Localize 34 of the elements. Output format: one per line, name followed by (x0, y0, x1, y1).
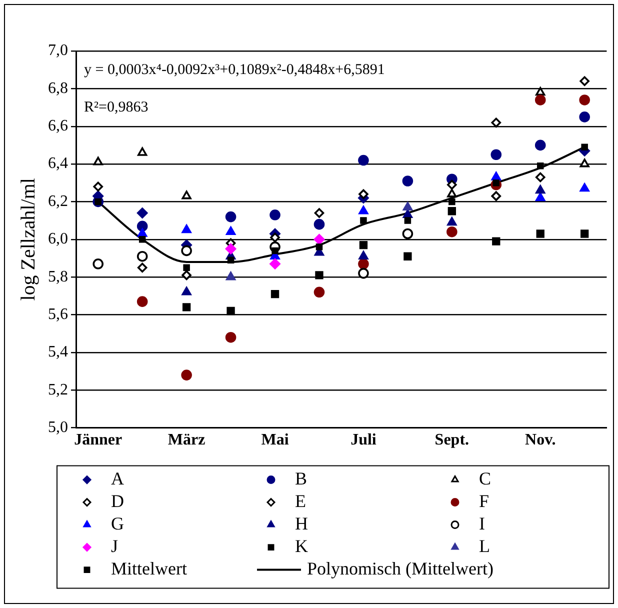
legend-label: D (111, 491, 124, 512)
legend-label: F (479, 491, 490, 512)
legend-label: J (111, 536, 118, 556)
y-tick-label: 5,2 (48, 381, 68, 398)
y-tick-label: 6,4 (48, 155, 68, 172)
x-tick-label: Juli (350, 432, 377, 449)
y-tick-label: 5,0 (48, 419, 68, 436)
y-tick-label: 6,2 (48, 192, 68, 210)
y-axis-title: log Zellzahl/ml (17, 178, 40, 301)
legend-label: I (479, 514, 485, 534)
legend-label: B (295, 468, 308, 489)
x-tick-label: Nov. (525, 432, 556, 449)
legend-label: A (111, 468, 124, 489)
legend-label: Polynomisch (Mittelwert) (307, 558, 494, 579)
annotation: y = 0,0003x⁴-0,0092x³+0,1089x²-0,4848x+6,5891 (84, 62, 385, 78)
x-tick-label: Sept. (434, 432, 470, 449)
legend-label: K (295, 536, 308, 556)
y-tick-label: 7,0 (48, 42, 68, 60)
annotation: R²=0,9863 (84, 99, 148, 116)
legend-label: C (479, 468, 492, 489)
y-tick-label: 6,6 (48, 118, 68, 135)
y-tick-label: 5,6 (48, 306, 68, 323)
legend-label: L (479, 536, 490, 556)
y-tick-label: 6,8 (48, 80, 68, 97)
y-tick-label: 5,4 (48, 344, 68, 361)
y-tick-label: 6,0 (48, 230, 68, 248)
legend-label: Mittelwert (111, 558, 187, 579)
legend-label: E (295, 491, 306, 512)
legend-label: H (295, 514, 308, 534)
x-tick-label: März (168, 432, 206, 449)
x-tick-label: Mai (261, 432, 290, 449)
y-tick-label: 5,8 (48, 268, 68, 286)
legend-label: G (111, 514, 124, 534)
x-tick-label: Jänner (74, 432, 122, 449)
